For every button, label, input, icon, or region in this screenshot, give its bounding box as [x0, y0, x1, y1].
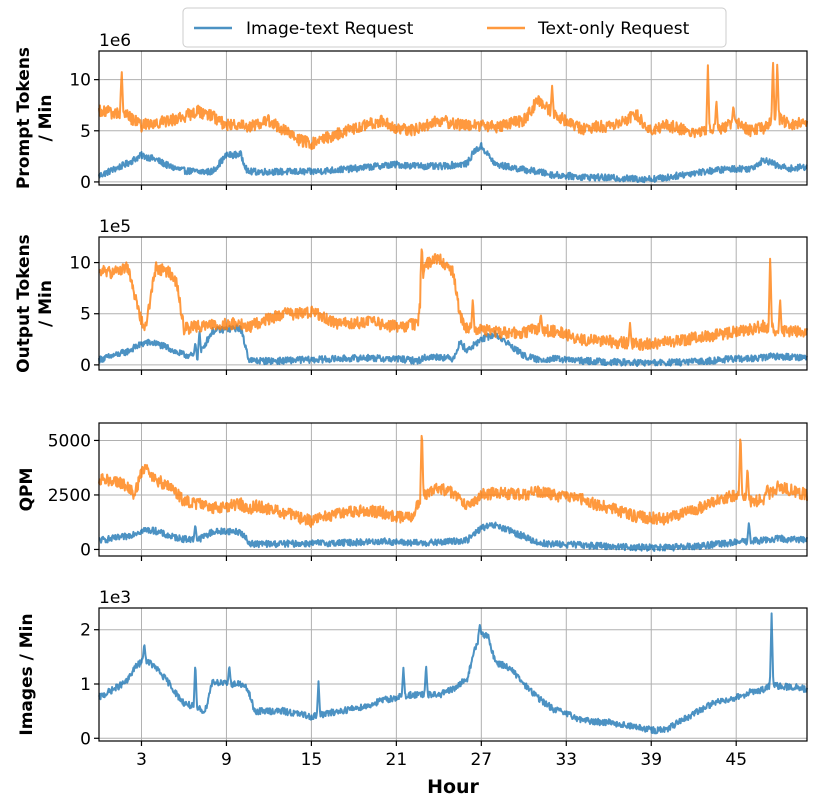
- x-tick-label: 39: [640, 750, 662, 770]
- exponent-label: 1e3: [99, 588, 131, 608]
- y-tick-label: 1: [80, 675, 91, 695]
- series-line-text-only: [98, 434, 808, 528]
- x-axis-label: Hour: [427, 776, 479, 798]
- y-tick-label: 0: [80, 356, 91, 376]
- legend-label-image-text: Image-text Request: [246, 19, 414, 39]
- y-axis-label: / Min: [36, 280, 56, 327]
- axes-frame: [98, 607, 808, 742]
- axes-frame: [98, 50, 808, 186]
- legend-frame: [182, 7, 727, 48]
- axes-frame: [98, 236, 808, 371]
- y-tick-label: 5: [80, 305, 91, 325]
- exponent-label: 1e6: [99, 31, 131, 51]
- x-tick-label: 45: [725, 750, 747, 770]
- y-tick-label: 5000: [48, 431, 91, 451]
- x-tick-label: 3: [136, 750, 147, 770]
- series-line-text-only: [98, 61, 808, 151]
- series-line-image-text: [98, 324, 808, 367]
- legend-label-text-only: Text-only Request: [537, 19, 690, 39]
- y-tick-label: 0: [80, 173, 91, 193]
- series-line-text-only: [98, 248, 808, 351]
- axes-frame: [98, 422, 808, 557]
- x-tick-label: 27: [470, 750, 492, 770]
- y-tick-label: 2: [80, 621, 91, 641]
- series-line-image-text: [98, 612, 808, 735]
- x-tick-label: 9: [221, 750, 232, 770]
- y-tick-label: 5: [80, 122, 91, 142]
- y-tick-label: 0: [80, 729, 91, 749]
- panel-3: 0 2500 5000 QPM: [17, 422, 808, 561]
- exponent-label: 1e5: [99, 217, 131, 237]
- y-axis-label: Prompt Tokens: [14, 47, 34, 189]
- y-axis-label: QPM: [17, 468, 37, 512]
- panel-1: 0 5 10 1e6 Prompt Tokens / Min: [14, 31, 808, 193]
- x-tick-label: 15: [301, 750, 323, 770]
- y-axis-label: Output Tokens: [14, 234, 34, 373]
- y-axis-label: / Min: [36, 95, 56, 142]
- series-line-image-text: [98, 142, 808, 184]
- series-line-image-text: [98, 521, 808, 552]
- y-axis-label: Images / Min: [17, 613, 37, 735]
- y-tick-label: 10: [69, 71, 91, 91]
- y-tick-label: 2500: [48, 486, 91, 506]
- panel-2: 0 5 10 1e5 Output Tokens / Min: [14, 217, 808, 376]
- x-tick-label: 21: [386, 750, 408, 770]
- y-tick-label: 0: [80, 540, 91, 560]
- y-tick-label: 10: [69, 254, 91, 274]
- x-tick-label: 33: [555, 750, 577, 770]
- legend: Image-text Request Text-only Request: [182, 7, 727, 48]
